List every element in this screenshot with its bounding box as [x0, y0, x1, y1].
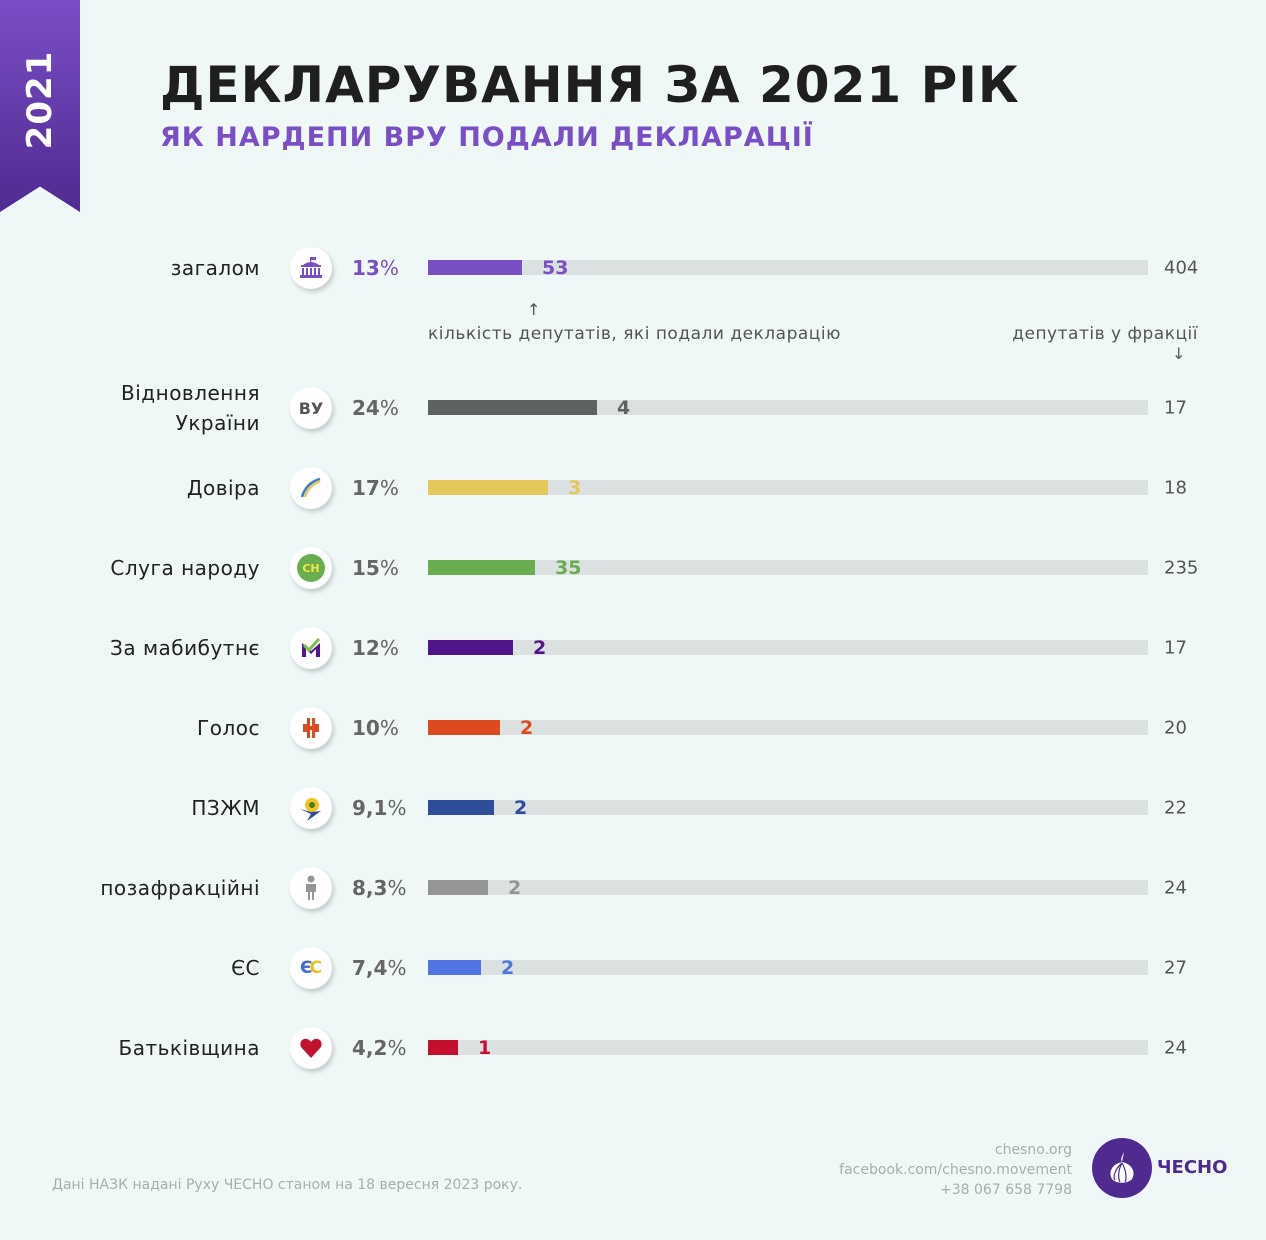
- facebook-link[interactable]: facebook.com/chesno.movement: [839, 1162, 1072, 1178]
- percent-value: 24%: [352, 396, 399, 420]
- bar-track: [428, 260, 1148, 275]
- source-note: Дані НАЗК надані Руху ЧЕСНО станом на 18…: [52, 1177, 523, 1193]
- page-subtitle: ЯК НАРДЕПИ ВРУ ПОДАЛИ ДЕКЛАРАЦІЇ: [160, 122, 814, 153]
- row-label: Батьківщина: [118, 1036, 260, 1060]
- bar-track: [428, 800, 1148, 815]
- contacts: chesno.org facebook.com/chesno.movement …: [839, 1140, 1072, 1200]
- faction-total: 27: [1164, 957, 1187, 979]
- faction-total: 404: [1164, 257, 1199, 279]
- bar-track: [428, 640, 1148, 655]
- row-label: позафракційні: [100, 876, 260, 900]
- chart-row: Голос 10% 2 20: [0, 698, 1266, 758]
- bar-track: [428, 880, 1148, 895]
- row-label: За мабибутнє: [110, 636, 260, 660]
- bar-fill: [428, 800, 494, 815]
- percent-value: 8,3%: [352, 876, 407, 900]
- chesno-logo-text: ЧЕСНО: [1157, 1157, 1228, 1178]
- bar-fill: [428, 960, 481, 975]
- row-label: Слуга народу: [110, 556, 260, 580]
- row-label: Довіра: [186, 476, 260, 500]
- chart-row: За мабибутнє 12% 2 17: [0, 618, 1266, 678]
- submitted-count: 53: [542, 257, 569, 279]
- percent-value: 9,1%: [352, 796, 407, 820]
- faction-note: депутатів у фракції: [1012, 324, 1198, 344]
- faction-total: 18: [1164, 477, 1187, 499]
- percent-value: 15%: [352, 556, 399, 580]
- submitted-count: 2: [514, 797, 528, 819]
- row-label: загалом: [170, 256, 260, 280]
- submitted-count: 4: [617, 397, 631, 419]
- holos-logo-icon: [290, 707, 332, 749]
- phone-number: +38 067 658 7798: [940, 1182, 1072, 1198]
- sluha-narodu-logo-icon: СН: [290, 547, 332, 589]
- pzzhm-logo-icon: [290, 787, 332, 829]
- faction-total: 24: [1164, 877, 1187, 899]
- percent-value: 10%: [352, 716, 399, 740]
- bar-track: [428, 960, 1148, 975]
- row-label: Голос: [197, 716, 260, 740]
- chesno-logo-icon: [1092, 1138, 1152, 1198]
- bar-fill: [428, 640, 513, 655]
- chart-row: Слуга народу СН 15% 35 235: [0, 538, 1266, 598]
- row-label: Відновлення України: [121, 381, 260, 435]
- year-ribbon: 2021: [0, 0, 80, 212]
- bar-track: [428, 1040, 1148, 1055]
- page-title: ДЕКЛАРУВАННЯ ЗА 2021 РІК: [160, 56, 1020, 114]
- percent-value: 4,2%: [352, 1036, 407, 1060]
- submitted-note: кількість депутатів, які подали декларац…: [428, 324, 841, 344]
- vu-logo-icon: ВУ: [290, 387, 332, 429]
- bar-track: [428, 560, 1148, 575]
- faction-total: 20: [1164, 717, 1187, 739]
- chart-row: позафракційні 8,3% 2 24: [0, 858, 1266, 918]
- submitted-count: 3: [568, 477, 582, 499]
- percent-value: 13%: [352, 256, 399, 280]
- za-maibutnie-logo-icon: [290, 627, 332, 669]
- row-label: ПЗЖМ: [191, 796, 260, 820]
- faction-total: 17: [1164, 637, 1187, 659]
- submitted-count: 2: [508, 877, 522, 899]
- site-link[interactable]: chesno.org: [994, 1142, 1072, 1158]
- bar-fill: [428, 400, 597, 415]
- heart-icon: [290, 1027, 332, 1069]
- chart-row: Батьківщина 4,2% 1 24: [0, 1018, 1266, 1078]
- arrow-down-icon: ↓: [1172, 344, 1186, 363]
- parliament-icon: [290, 247, 332, 289]
- chart-row: Відновлення України ВУ 24% 4 17: [0, 378, 1266, 438]
- person-icon: [290, 867, 332, 909]
- faction-total: 22: [1164, 797, 1187, 819]
- row-label: ЄС: [231, 956, 260, 980]
- bar-track: [428, 720, 1148, 735]
- percent-value: 17%: [352, 476, 399, 500]
- chart-row: загалом 13% 53 404: [0, 238, 1266, 298]
- percent-value: 7,4%: [352, 956, 407, 980]
- dovira-logo-icon: [290, 467, 332, 509]
- submitted-count: 2: [520, 717, 534, 739]
- submitted-count: 2: [533, 637, 547, 659]
- chart-row: Довіра 17% 3 18: [0, 458, 1266, 518]
- bar-fill: [428, 1040, 458, 1055]
- faction-total: 24: [1164, 1037, 1187, 1059]
- year-label: 2021: [20, 50, 60, 150]
- bar-track: [428, 480, 1148, 495]
- faction-total: 235: [1164, 557, 1199, 579]
- submitted-count: 2: [501, 957, 515, 979]
- bar-track: [428, 400, 1148, 415]
- bar-fill: [428, 260, 522, 275]
- faction-total: 17: [1164, 397, 1187, 419]
- chart-row: ПЗЖМ 9,1% 2 22: [0, 778, 1266, 838]
- percent-value: 12%: [352, 636, 399, 660]
- submitted-count: 1: [478, 1037, 492, 1059]
- chart-row: ЄС Є С 7,4% 2 27: [0, 938, 1266, 998]
- bar-fill: [428, 720, 500, 735]
- bar-fill: [428, 480, 548, 495]
- arrow-up-icon: ↑: [527, 300, 541, 319]
- submitted-count: 35: [555, 557, 582, 579]
- bar-fill: [428, 560, 535, 575]
- bar-fill: [428, 880, 488, 895]
